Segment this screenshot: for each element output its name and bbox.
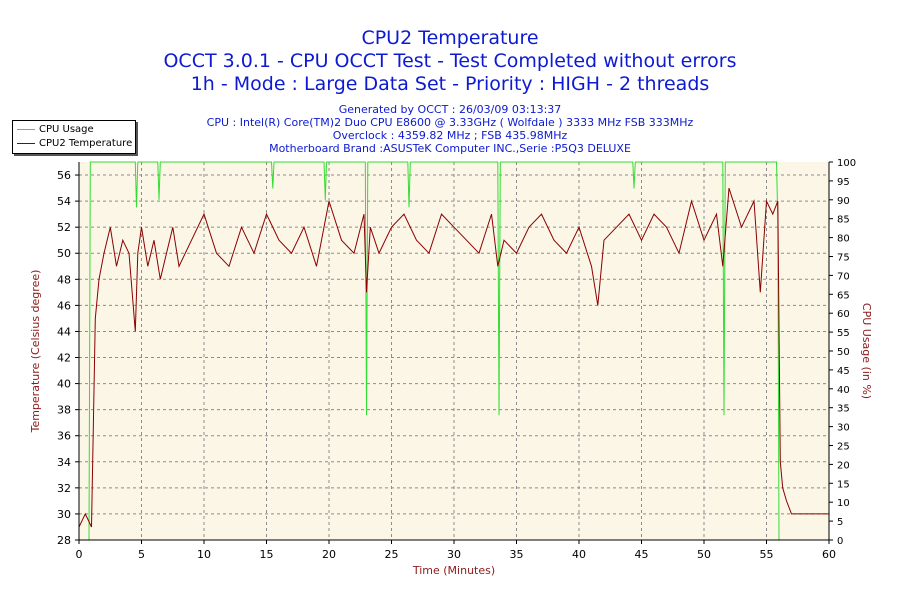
x-tick-label: 60 [822,548,836,561]
x-tick-label: 10 [197,548,211,561]
legend-swatch-cpu-usage [17,128,35,130]
y-tick-label: 36 [57,430,71,443]
y2-tick-label: 10 [837,498,850,509]
y2-tick-label: 70 [837,271,850,282]
legend-label-cpu2-temp: CPU2 Temperature [39,138,133,149]
y-tick-label: 42 [57,352,71,365]
y-tick-label: 38 [57,404,71,417]
y2-tick-label: 35 [837,404,850,415]
y2-tick-label: 0 [837,536,843,547]
y2-tick-label: 85 [837,215,850,226]
series-line-cpu-usage [79,161,829,541]
y-tick-label: 54 [57,195,71,208]
chart-title: CPU2 Temperature [361,27,539,49]
x-tick-label: 40 [572,548,586,561]
y-tick-label: 32 [57,482,71,495]
y-tick-label: 34 [57,456,71,469]
x-tick-label: 20 [322,548,336,561]
x-tick-label: 5 [138,548,145,561]
x-tick-label: 35 [510,548,524,561]
y-tick-label: 28 [57,534,71,547]
y2-tick-label: 80 [837,234,850,245]
x-tick-label: 30 [447,548,461,561]
y-axis-label: Temperature (Celsius degree) [29,270,42,434]
y2-tick-label: 55 [837,328,850,339]
legend-item-cpu-usage: CPU Usage [17,124,94,135]
y2-tick-label: 75 [837,253,850,264]
chart-subtitle-mode: 1h - Mode : Large Data Set - Priority : … [190,73,710,95]
y2-axis-label: CPU Usage (in %) [860,303,873,399]
legend: CPU Usage CPU2 Temperature [12,120,136,154]
y2-tick-label: 15 [837,479,850,490]
y2-tick-label: 95 [837,177,850,188]
x-tick-label: 0 [76,548,83,561]
legend-swatch-cpu2-temp [17,142,35,144]
y-tick-label: 52 [57,221,71,234]
y2-tick-label: 20 [837,460,850,471]
legend-item-cpu2-temp: CPU2 Temperature [17,138,132,149]
y2-tick-label: 100 [837,158,856,169]
series-line-cpu2-temperature [78,187,829,528]
info-overclock: Overclock : 4359.82 MHz ; FSB 435.98MHz [332,129,568,142]
y2-tick-label: 5 [837,517,843,528]
y2-tick-label: 90 [837,196,850,207]
y-tick-label: 50 [57,247,71,260]
y2-tick-label: 50 [837,347,850,358]
x-tick-label: 25 [385,548,399,561]
y2-tick-label: 30 [837,423,850,434]
y-tick-label: 30 [57,508,71,521]
x-tick-label: 55 [760,548,774,561]
x-axis-label: Time (Minutes) [412,564,495,577]
y2-tick-label: 45 [837,366,850,377]
y-tick-label: 56 [57,169,71,182]
y-tick-label: 44 [57,325,71,338]
x-tick-label: 50 [697,548,711,561]
info-generated: Generated by OCCT : 26/03/09 03:13:37 [338,103,562,116]
info-motherboard: Motherboard Brand :ASUSTeK Computer INC.… [269,142,631,155]
y2-tick-label: 65 [837,290,850,301]
y-tick-label: 40 [57,378,71,391]
info-cpu: CPU : Intel(R) Core(TM)2 Duo CPU E8600 @… [206,116,694,129]
y2-tick-label: 25 [837,442,850,453]
y-tick-label: 46 [57,299,71,312]
legend-label-cpu-usage: CPU Usage [39,124,94,135]
x-tick-label: 45 [635,548,649,561]
chart-subtitle-test: OCCT 3.0.1 - CPU OCCT Test - Test Comple… [163,50,737,72]
x-tick-label: 15 [260,548,274,561]
y2-tick-label: 40 [837,385,850,396]
y-tick-label: 48 [57,273,71,286]
y2-tick-label: 60 [837,309,850,320]
